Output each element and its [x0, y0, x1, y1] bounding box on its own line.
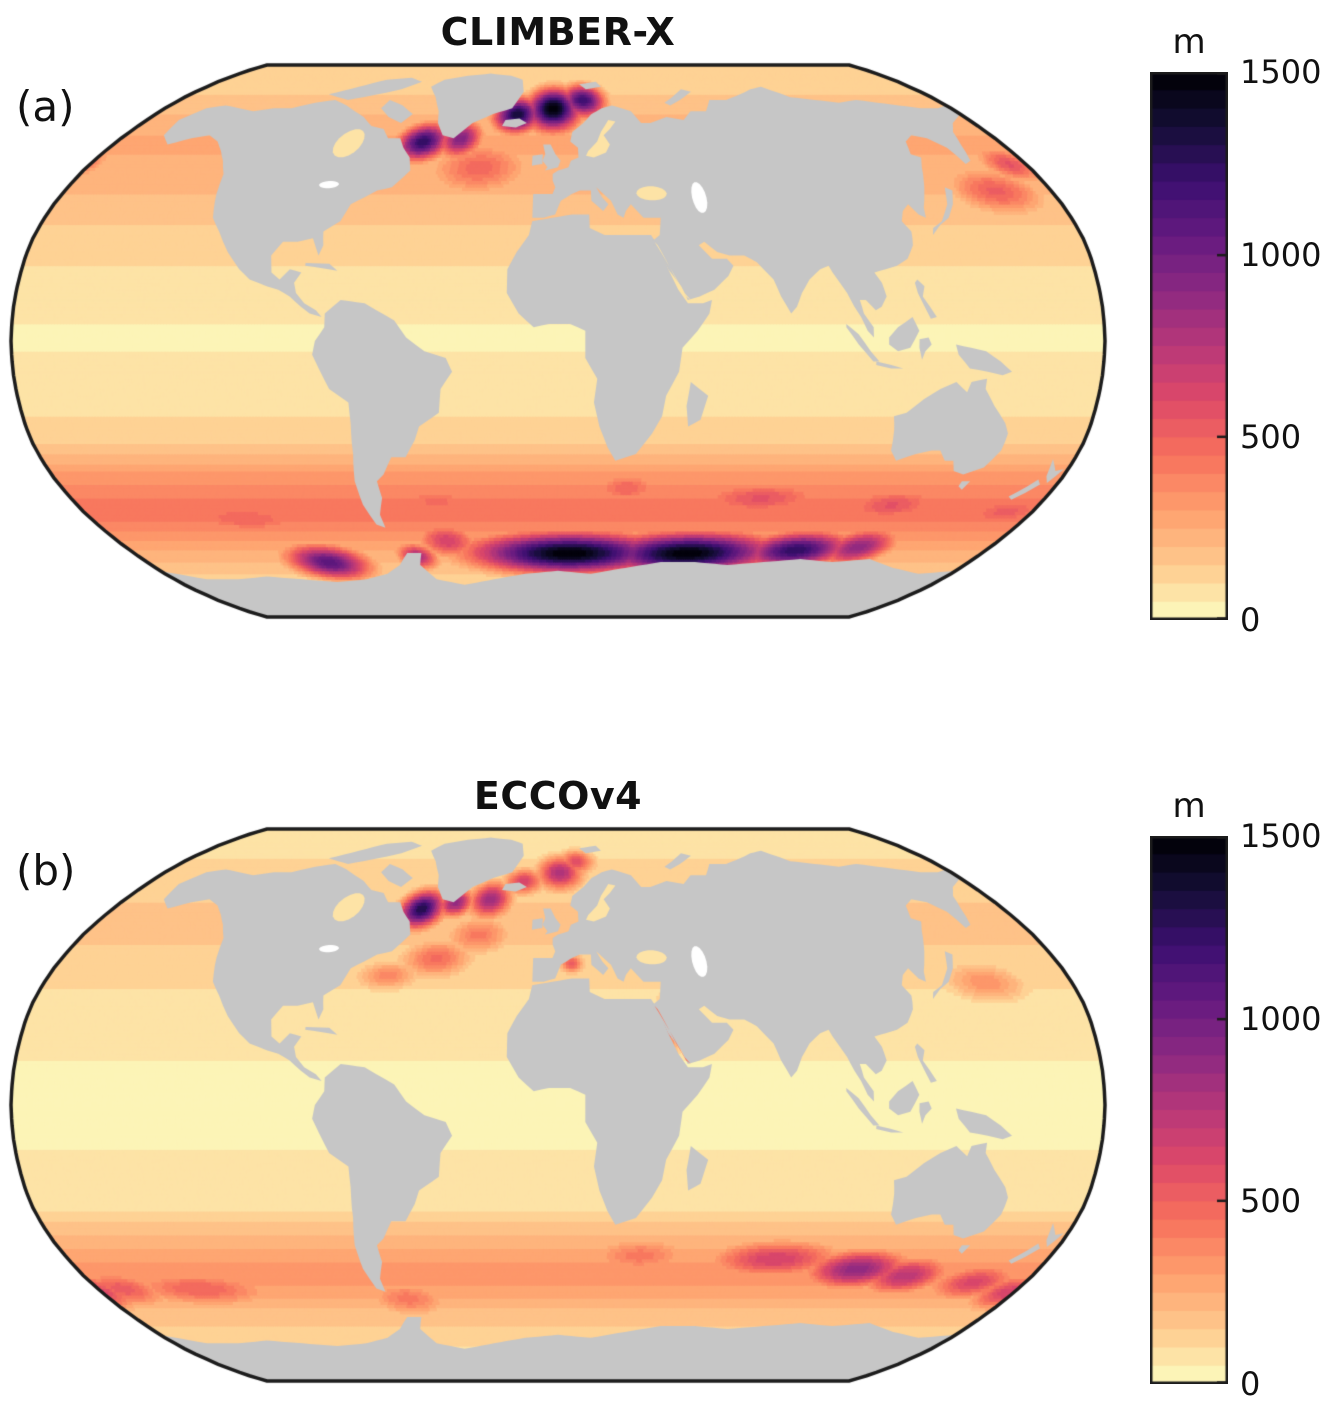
colorbar-a-tick-labels: 1500 1000 500 0 [1240, 55, 1344, 637]
colorbar-tick-label: 0 [1240, 601, 1261, 639]
panel-b-title: ECCOv4 [473, 774, 643, 818]
colorbar-tick-label: 1000 [1240, 235, 1322, 274]
colorbar-b-unit: m [1172, 786, 1206, 826]
colorbar-tick-label: 1500 [1240, 53, 1322, 91]
colorbar-tick-label: 1500 [1240, 817, 1322, 855]
map-a-canvas [8, 62, 1108, 620]
colorbar-tick-label: 500 [1240, 418, 1302, 457]
colorbar-tick-label: 0 [1240, 1365, 1261, 1403]
colorbar-a-canvas [1150, 72, 1228, 620]
colorbar-tick-label: 1000 [1240, 999, 1322, 1038]
colorbar-b-tick-labels: 1500 1000 500 0 [1240, 819, 1344, 1401]
colorbar-tick-label: 500 [1240, 1182, 1302, 1221]
colorbar-b-canvas [1150, 836, 1228, 1384]
panel-a-title: CLIMBER-X [440, 10, 676, 54]
map-b-canvas [8, 826, 1108, 1384]
colorbar-a-unit: m [1172, 22, 1206, 62]
